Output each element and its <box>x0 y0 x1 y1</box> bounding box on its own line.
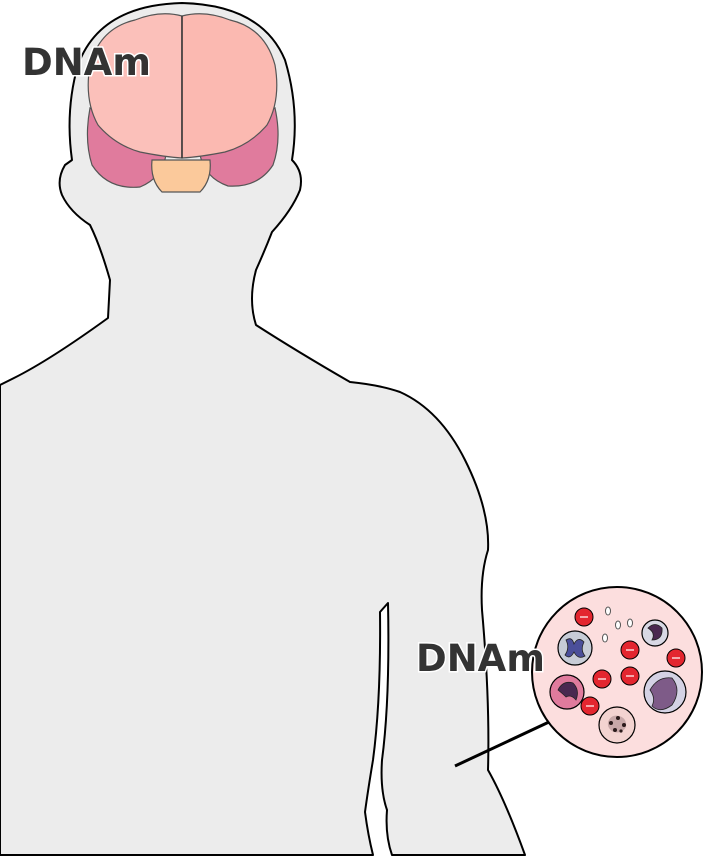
blood-cells-icon <box>531 586 703 758</box>
pointer-line <box>454 720 550 768</box>
platelet <box>605 606 611 616</box>
platelet <box>615 620 621 630</box>
human-silhouette <box>0 2 526 856</box>
basophil <box>598 706 636 744</box>
monocyte <box>641 619 669 647</box>
cerebrum-left <box>87 13 183 159</box>
platelet <box>602 633 608 643</box>
brain-dnam-label: DNAm <box>22 41 151 84</box>
cerebrum-right <box>181 13 278 159</box>
eosinophil <box>549 674 585 710</box>
large-monocyte <box>643 670 687 714</box>
platelets <box>602 606 633 643</box>
brain-icon <box>86 13 279 193</box>
neutrophil <box>557 630 593 666</box>
blood-dnam-label: DNAm <box>416 637 545 680</box>
platelet <box>627 618 633 628</box>
brainstem <box>151 159 211 193</box>
